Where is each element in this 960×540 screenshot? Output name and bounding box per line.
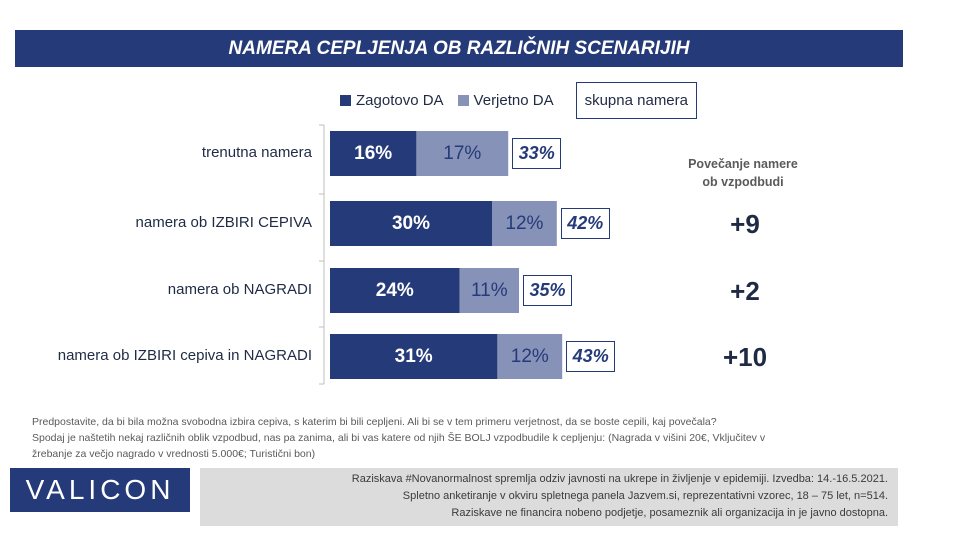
increase-header-line2: ob vzpodbudi [702,175,784,189]
bar-label-definitely: 30% [391,212,431,234]
legend: Zagotovo DA Verjetno DA skupna namera [340,81,697,119]
info-line3: Raziskave ne financira nobeno podjetje, … [451,507,888,519]
total-label: 43% [566,341,616,372]
total-label: 35% [523,275,572,306]
bar-probably [497,334,563,379]
bar-probably [416,131,509,176]
bar-definitely [330,131,417,176]
category-label: namera ob NAGRADI [167,280,312,298]
legend-label-probably: Verjetno DA [473,91,554,109]
info-line2: Spletno anketiranje v okviru spletnega p… [402,490,888,502]
category-label: trenutna namera [201,143,312,161]
legend-item-probably: Verjetno DA [457,91,554,109]
bar-definitely [330,268,460,313]
bar-label-definitely: 31% [394,345,433,367]
chart-svg [319,124,563,385]
footnote-line1: Predpostavite, da bi bila možna svobodna… [32,416,717,428]
increase-value: +9 [730,209,760,239]
survey-info: Raziskava #Novanormalnost spremlja odziv… [200,468,898,526]
valicon-logo: VALICON [10,468,190,512]
bar-label-probably: 12% [505,212,544,234]
increase-header-line1: Povečanje namere [688,157,798,171]
legend-swatch-probably [457,94,469,106]
bar-label-definitely: 16% [354,142,393,164]
bar-label-definitely: 24% [375,279,414,301]
legend-label-definitely: Zagotovo DA [356,91,444,109]
increase-header: Povečanje namere ob vzpodbudi [668,155,818,191]
footnote: Predpostavite, da bi bila možna svobodna… [32,414,912,462]
total-label: 33% [512,138,562,169]
bar-label-probably: 17% [443,142,482,164]
bar-definitely [330,201,492,246]
legend-item-definitely: Zagotovo DA [340,92,444,109]
bar-definitely [330,334,498,379]
category-label: namera ob IZBIRI cepiva in NAGRADI [57,346,312,364]
increase-value: +10 [722,342,768,372]
increase-value: +2 [730,276,760,306]
chart-title: NAMERA CEPLJENJA OB RAZLIČNIH SCENARIJIH [15,30,903,67]
bar-label-probably: 11% [470,279,508,301]
legend-total-box: skupna namera [575,81,697,119]
category-label: namera ob IZBIRI CEPIVA [135,213,312,231]
footnote-line3: žrebanje za večjo nagrado v vrednosti 5.… [32,448,316,460]
legend-swatch-definitely [340,94,351,106]
bar-probably [459,268,519,313]
total-label: 42% [560,208,610,239]
bar-label-probably: 12% [510,345,549,367]
info-line1: Raziskava #Novanormalnost spremlja odziv… [351,473,888,485]
bar-probably [492,201,557,246]
stacked-bar-chart: trenutna namera 16% 17% 33% namera ob IZBIRI… [57,124,616,385]
footnote-line2: Spodaj je naštetih nekaj različnih oblik… [32,432,766,444]
